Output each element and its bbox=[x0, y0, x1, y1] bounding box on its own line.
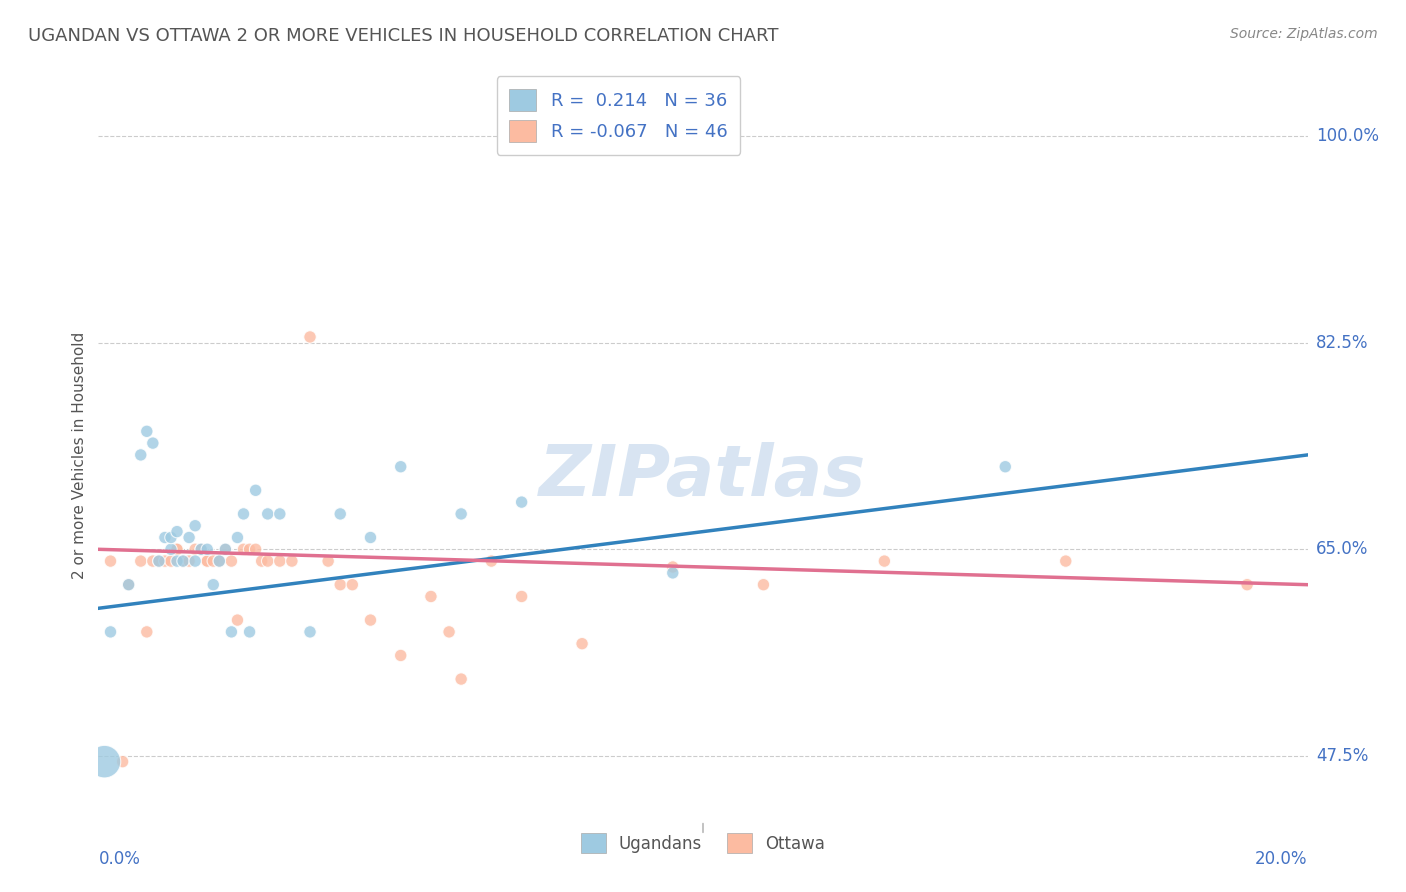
Point bbox=[873, 554, 896, 568]
Point bbox=[148, 554, 170, 568]
Point bbox=[221, 624, 243, 639]
Point bbox=[195, 554, 218, 568]
Point bbox=[166, 542, 188, 557]
Point bbox=[752, 577, 775, 591]
Text: Source: ZipAtlas.com: Source: ZipAtlas.com bbox=[1230, 27, 1378, 41]
Point bbox=[195, 542, 218, 557]
Point bbox=[184, 518, 207, 533]
Point bbox=[510, 590, 533, 604]
Point bbox=[166, 524, 188, 539]
Point bbox=[142, 436, 165, 450]
Point bbox=[118, 577, 141, 591]
Text: 0.0%: 0.0% bbox=[98, 850, 141, 868]
Point bbox=[329, 577, 352, 591]
Point bbox=[208, 554, 231, 568]
Point bbox=[360, 531, 382, 545]
Point bbox=[450, 507, 472, 521]
Text: ZIPatlas: ZIPatlas bbox=[540, 442, 866, 511]
Point bbox=[420, 590, 443, 604]
Point bbox=[661, 566, 683, 580]
Point bbox=[172, 554, 194, 568]
Point bbox=[360, 613, 382, 627]
Text: 82.5%: 82.5% bbox=[1316, 334, 1368, 351]
Point bbox=[571, 637, 593, 651]
Point bbox=[184, 554, 207, 568]
Point bbox=[160, 542, 183, 557]
Point bbox=[118, 577, 141, 591]
Point bbox=[93, 755, 115, 769]
Point bbox=[281, 554, 304, 568]
Point bbox=[245, 483, 267, 498]
Point bbox=[994, 459, 1017, 474]
Point bbox=[239, 542, 262, 557]
Point bbox=[245, 542, 267, 557]
Text: 65.0%: 65.0% bbox=[1316, 541, 1368, 558]
Point bbox=[299, 624, 322, 639]
Text: 100.0%: 100.0% bbox=[1316, 128, 1379, 145]
Point bbox=[256, 554, 278, 568]
Point bbox=[179, 554, 201, 568]
Point bbox=[1054, 554, 1077, 568]
Point bbox=[214, 542, 236, 557]
Point bbox=[299, 330, 322, 344]
Legend: Ugandans, Ottawa: Ugandans, Ottawa bbox=[574, 826, 832, 860]
Point bbox=[160, 531, 183, 545]
Point bbox=[202, 554, 225, 568]
Point bbox=[269, 507, 291, 521]
Point bbox=[135, 624, 157, 639]
Point bbox=[232, 507, 254, 521]
Point bbox=[481, 554, 503, 568]
Text: UGANDAN VS OTTAWA 2 OR MORE VEHICLES IN HOUSEHOLD CORRELATION CHART: UGANDAN VS OTTAWA 2 OR MORE VEHICLES IN … bbox=[28, 27, 779, 45]
Text: 20.0%: 20.0% bbox=[1256, 850, 1308, 868]
Point bbox=[510, 495, 533, 509]
Point bbox=[1236, 577, 1258, 591]
Point bbox=[250, 554, 273, 568]
Point bbox=[166, 542, 188, 557]
Point bbox=[389, 648, 412, 663]
Point bbox=[437, 624, 460, 639]
Point bbox=[190, 542, 212, 557]
Point bbox=[166, 554, 188, 568]
Point bbox=[221, 554, 243, 568]
Y-axis label: 2 or more Vehicles in Household: 2 or more Vehicles in Household bbox=[72, 331, 87, 579]
Point bbox=[239, 624, 262, 639]
Point bbox=[208, 554, 231, 568]
Point bbox=[142, 554, 165, 568]
Point bbox=[179, 531, 201, 545]
Point bbox=[256, 507, 278, 521]
Point bbox=[661, 560, 683, 574]
Point bbox=[342, 577, 364, 591]
Point bbox=[389, 459, 412, 474]
Point bbox=[100, 624, 122, 639]
Text: 47.5%: 47.5% bbox=[1316, 747, 1368, 764]
Point bbox=[202, 577, 225, 591]
Point bbox=[269, 554, 291, 568]
Point bbox=[226, 531, 249, 545]
Point bbox=[148, 554, 170, 568]
Point bbox=[232, 542, 254, 557]
Point bbox=[172, 554, 194, 568]
Point bbox=[316, 554, 339, 568]
Point bbox=[160, 554, 183, 568]
Point bbox=[111, 755, 134, 769]
Point bbox=[195, 554, 218, 568]
Point bbox=[100, 554, 122, 568]
Point bbox=[190, 542, 212, 557]
Point bbox=[226, 613, 249, 627]
Point bbox=[153, 554, 176, 568]
Point bbox=[153, 531, 176, 545]
Point bbox=[450, 672, 472, 686]
Point bbox=[214, 542, 236, 557]
Point bbox=[329, 507, 352, 521]
Point bbox=[184, 542, 207, 557]
Point bbox=[129, 554, 152, 568]
Point bbox=[135, 425, 157, 439]
Point bbox=[129, 448, 152, 462]
